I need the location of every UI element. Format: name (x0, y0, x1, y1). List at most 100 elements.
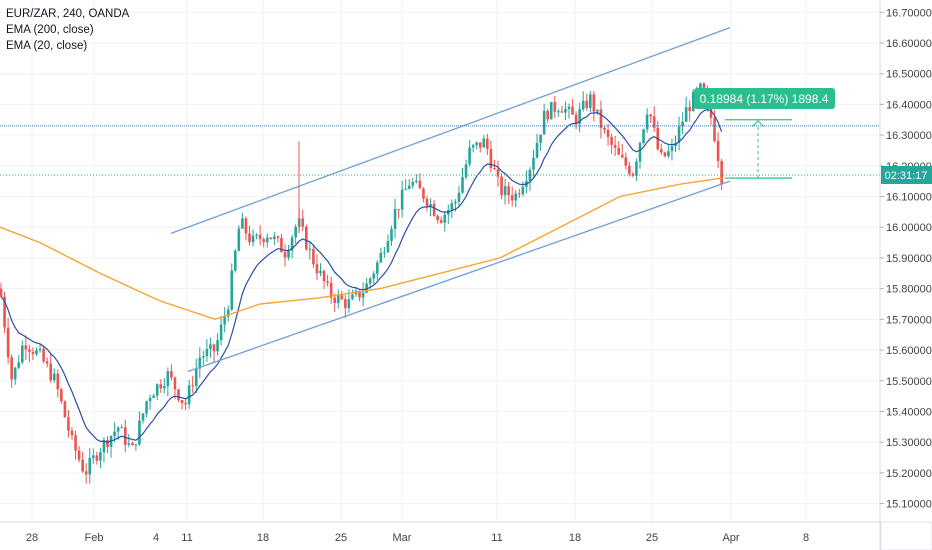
candle-body (610, 136, 613, 145)
grid (0, 0, 880, 522)
axis-corner (880, 521, 932, 550)
y-tick-label: 16.60000 (886, 38, 932, 50)
candle-body (638, 142, 642, 162)
x-tick-label: 25 (646, 532, 658, 544)
candle-body (219, 324, 223, 341)
channel-upper-line (170, 27, 731, 234)
x-tick-label: 8 (803, 532, 809, 544)
candle-body (624, 157, 628, 166)
candle-body (216, 340, 219, 352)
x-tick-label: Apr (722, 532, 739, 544)
candle-body (99, 452, 102, 461)
candle-body (226, 309, 230, 317)
candle-body (528, 169, 532, 181)
candle-body (31, 351, 35, 355)
candle-body (6, 327, 10, 358)
candles (0, 82, 723, 484)
candle-body (411, 182, 415, 186)
candle-body (248, 233, 251, 243)
candle-body (344, 299, 347, 309)
candle-body (152, 395, 155, 398)
candle-body (585, 100, 589, 108)
candle-body (49, 363, 52, 381)
candle-body (60, 389, 63, 402)
candle-body (155, 384, 159, 396)
legend-symbol[interactable]: EUR/ZAR, 240, OANDA (6, 8, 130, 20)
candle-body (592, 94, 596, 112)
candle-body (390, 228, 393, 242)
candle-body (198, 357, 202, 369)
x-axis: 28 Feb 4 11 18 25 Mar 11 18 25 Apr 8 (0, 521, 880, 544)
legend: EUR/ZAR, 240, OANDA EMA (200, close) EMA… (6, 6, 129, 54)
candle-body (262, 239, 265, 243)
candle-body (333, 297, 336, 303)
candle-body (28, 349, 31, 352)
legend-ema20[interactable]: EMA (20, close) (6, 40, 88, 52)
candle-body (652, 116, 656, 128)
candle-body (670, 146, 674, 152)
ema-layer (0, 108, 723, 443)
candle-body (404, 188, 407, 190)
candle-body (35, 350, 38, 355)
candle-body (312, 248, 315, 265)
measure-label: 0.18984 (1.17%) 1898.4 (700, 92, 829, 106)
candle-body (251, 235, 255, 243)
candle-body (376, 262, 379, 274)
candle-body (667, 151, 670, 157)
candle-body (280, 237, 283, 253)
candle-body (56, 373, 60, 390)
candle-body (546, 110, 549, 120)
candle-body (13, 367, 17, 380)
candle-body (613, 144, 617, 148)
legend-ema200[interactable]: EMA (200, close) (6, 24, 94, 36)
candle-body (241, 218, 244, 229)
candle-body (67, 417, 70, 431)
candle-body (194, 368, 198, 386)
candle-body (202, 356, 205, 358)
candle-body (457, 192, 461, 202)
candle-body (581, 100, 585, 110)
candle-body (84, 471, 88, 475)
candle-body (205, 348, 209, 357)
candle-body (429, 203, 432, 207)
candle-body (131, 443, 134, 446)
candle-body (489, 148, 493, 168)
candle-body (443, 214, 447, 223)
candle-body (184, 402, 187, 405)
candle-body (17, 362, 21, 368)
candle-body (170, 371, 173, 378)
candle-body (532, 157, 535, 170)
candle-body (482, 138, 486, 148)
y-axis: 16.70000 16.60000 16.50000 16.40000 16.30000… (879, 0, 932, 550)
y-tick-label: 15.70000 (886, 314, 932, 326)
candle-body (148, 397, 152, 402)
candle-body (500, 176, 503, 196)
x-tick-label: 18 (257, 532, 269, 544)
candle-body (166, 371, 170, 387)
candle-body (461, 177, 464, 193)
candle-body (42, 348, 45, 362)
candle-body (631, 173, 635, 176)
candle-body (294, 226, 297, 238)
candle-body (308, 248, 312, 250)
candle-body (415, 180, 418, 183)
candle-body (688, 107, 691, 112)
candle-body (287, 250, 290, 258)
candle-body (574, 114, 578, 124)
y-tick-label: 16.50000 (886, 69, 932, 81)
y-tick-label: 16.10000 (886, 192, 932, 204)
candle-body (713, 117, 716, 141)
candle-body (265, 237, 269, 243)
candle-body (567, 106, 571, 109)
candle-body (145, 401, 148, 414)
candle-body (510, 195, 514, 201)
candle-body (578, 109, 581, 124)
candle-body (141, 413, 145, 421)
measure-label-box (694, 88, 835, 109)
candle-body (74, 435, 77, 451)
y-tick-label: 15.40000 (886, 406, 932, 418)
y-tick-label: 16.70000 (886, 7, 932, 19)
candle-body (699, 83, 702, 90)
candle-body (425, 198, 429, 207)
x-tick-label: Mar (393, 532, 412, 544)
